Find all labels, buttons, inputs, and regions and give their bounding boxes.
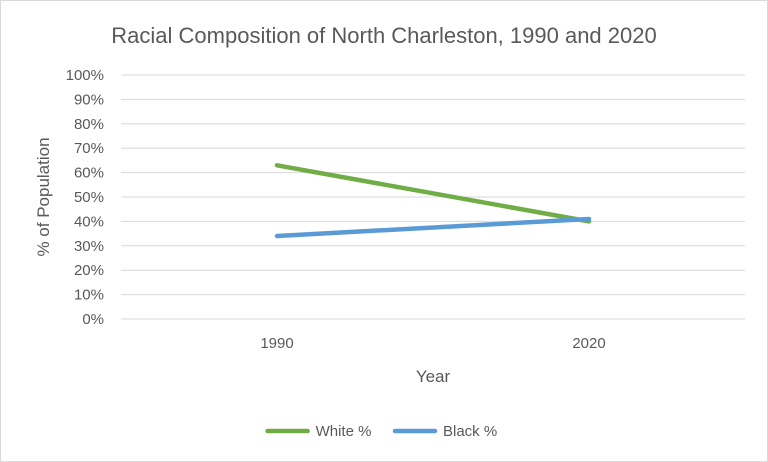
y-tick-label: 70% [74, 140, 104, 157]
y-tick-label: 50% [74, 189, 104, 206]
series-line-white [274, 163, 592, 224]
y-tick-label: 100% [66, 67, 104, 84]
x-tick-label: 2020 [572, 335, 605, 352]
legend: White % Black % [265, 423, 497, 440]
x-axis-title: Year [416, 367, 451, 386]
x-tick-label: 1990 [260, 335, 293, 352]
y-tick-label: 80% [74, 116, 104, 133]
y-tick-label: 60% [74, 165, 104, 182]
x-axis-ticks: 1990 2020 [260, 335, 605, 352]
y-tick-label: 10% [74, 287, 104, 304]
legend-item-white: White % [265, 423, 372, 440]
legend-label: White % [316, 423, 372, 440]
y-axis-ticks: 0% 10% 20% 30% 40% 50% 60% 70% 80% 90% 100% [66, 67, 104, 328]
y-tick-label: 40% [74, 213, 104, 230]
y-tick-label: 30% [74, 238, 104, 255]
y-tick-label: 0% [82, 311, 104, 328]
gridlines [121, 74, 745, 320]
chart-title: Racial Composition of North Charleston, … [111, 23, 656, 48]
y-tick-label: 90% [74, 91, 104, 108]
legend-label: Black % [443, 423, 497, 440]
legend-item-black: Black % [392, 423, 497, 440]
series-line-black [274, 216, 592, 239]
y-tick-label: 20% [74, 262, 104, 279]
series-lines [274, 163, 592, 239]
y-axis-title: % of Population [34, 137, 53, 256]
